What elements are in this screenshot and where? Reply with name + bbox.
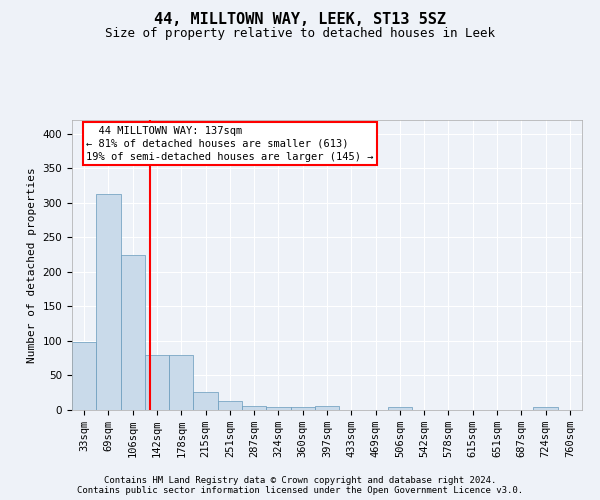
Bar — [315, 406, 339, 410]
Bar — [145, 355, 169, 410]
Text: Size of property relative to detached houses in Leek: Size of property relative to detached ho… — [105, 28, 495, 40]
Y-axis label: Number of detached properties: Number of detached properties — [27, 167, 37, 363]
Bar — [533, 407, 558, 410]
Text: Contains public sector information licensed under the Open Government Licence v3: Contains public sector information licen… — [77, 486, 523, 495]
Bar — [193, 392, 218, 410]
Text: 44 MILLTOWN WAY: 137sqm  
← 81% of detached houses are smaller (613)
19% of semi: 44 MILLTOWN WAY: 137sqm ← 81% of detache… — [86, 126, 374, 162]
Bar — [242, 406, 266, 410]
Bar — [72, 342, 96, 410]
Bar — [169, 355, 193, 410]
Text: 44, MILLTOWN WAY, LEEK, ST13 5SZ: 44, MILLTOWN WAY, LEEK, ST13 5SZ — [154, 12, 446, 28]
Bar — [290, 407, 315, 410]
Bar — [266, 407, 290, 410]
Bar — [96, 194, 121, 410]
Bar — [121, 256, 145, 410]
Bar — [388, 406, 412, 410]
Bar — [218, 401, 242, 410]
Text: Contains HM Land Registry data © Crown copyright and database right 2024.: Contains HM Land Registry data © Crown c… — [104, 476, 496, 485]
